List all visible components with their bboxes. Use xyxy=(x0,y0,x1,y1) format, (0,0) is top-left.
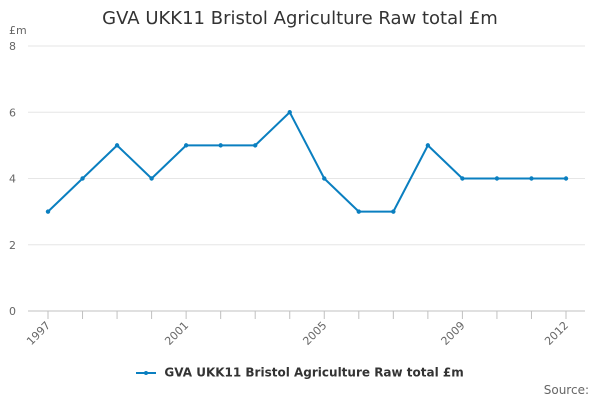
y-tick-label: 4 xyxy=(9,173,16,186)
x-tick-label: 2012 xyxy=(542,319,571,348)
data-point[interactable] xyxy=(45,209,51,214)
data-point[interactable] xyxy=(183,143,189,148)
y-axis-unit-label: £m xyxy=(9,24,27,37)
data-point[interactable] xyxy=(391,209,396,214)
legend-marker-icon xyxy=(136,368,157,378)
data-point[interactable] xyxy=(218,143,223,148)
series-line[interactable] xyxy=(47,111,567,213)
data-point[interactable] xyxy=(322,176,327,181)
source-label: Source: xyxy=(543,383,589,397)
y-tick-label: 8 xyxy=(9,40,16,53)
data-series[interactable] xyxy=(45,110,569,214)
y-tick-label: 0 xyxy=(9,305,16,318)
y-axis-tick-labels: 0 2 4 6 8 xyxy=(9,40,16,318)
y-tick-label: 2 xyxy=(9,239,16,252)
data-point[interactable] xyxy=(80,176,85,181)
x-tick-label: 2005 xyxy=(300,319,329,348)
x-axis-tick-labels: 1997 2001 2005 2009 2012 xyxy=(24,319,571,348)
legend-label: GVA UKK11 Bristol Agriculture Raw total … xyxy=(164,365,464,380)
data-point[interactable] xyxy=(494,176,500,181)
data-point[interactable] xyxy=(114,143,120,148)
x-tick-label: 1997 xyxy=(24,319,53,348)
y-tick-label: 6 xyxy=(9,106,16,119)
data-point[interactable] xyxy=(149,176,154,181)
chart-title: GVA UKK11 Bristol Agriculture Raw total … xyxy=(102,8,498,29)
data-point[interactable] xyxy=(460,176,465,181)
x-tick-label: 2009 xyxy=(439,319,468,348)
data-point[interactable] xyxy=(356,209,361,214)
data-point[interactable] xyxy=(253,143,258,148)
legend[interactable]: GVA UKK11 Bristol Agriculture Raw total … xyxy=(0,365,600,380)
data-point[interactable] xyxy=(529,176,534,181)
data-point[interactable] xyxy=(287,110,292,115)
x-tick-label: 2001 xyxy=(162,319,191,348)
data-point[interactable] xyxy=(425,143,431,148)
x-axis xyxy=(28,310,585,319)
data-point[interactable] xyxy=(563,176,569,181)
